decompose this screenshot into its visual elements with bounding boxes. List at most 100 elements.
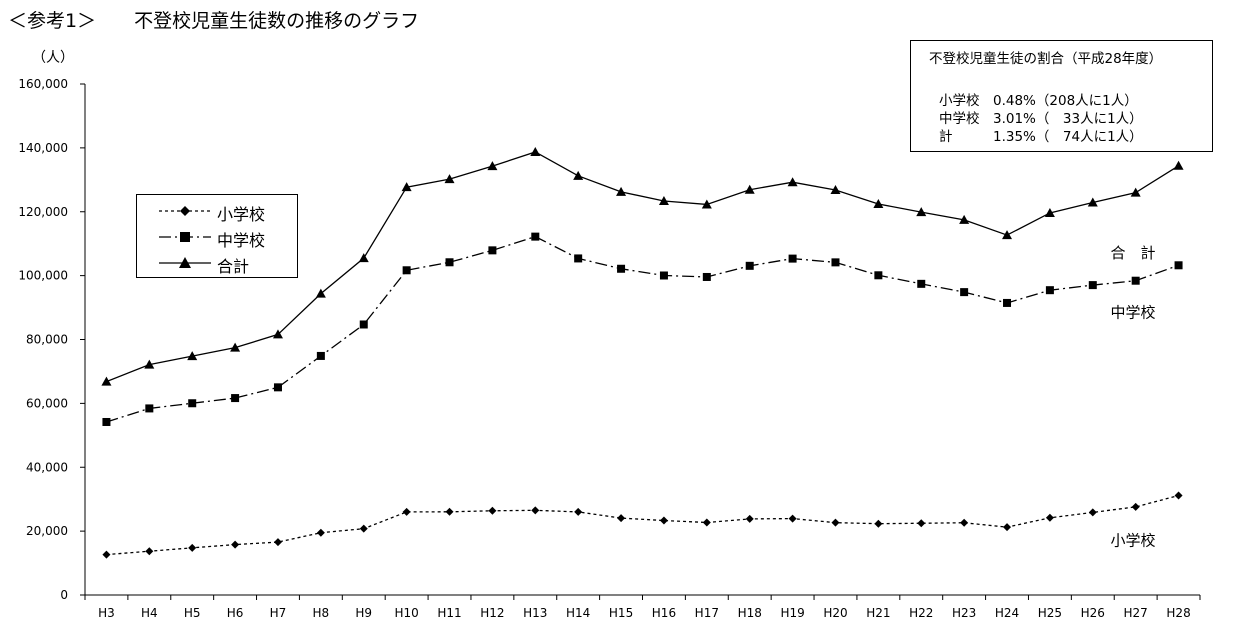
x-tick-label: H16: [652, 606, 676, 620]
data-point: [1045, 513, 1054, 522]
data-point: [874, 271, 883, 280]
x-tick-label: H11: [437, 606, 461, 620]
data-point: [488, 246, 497, 255]
data-point: [1003, 298, 1012, 307]
info-row-junior-high: 中学校 3.01%（ 33人に1人）: [939, 111, 1143, 127]
series-lines: [101, 146, 1184, 559]
x-tick-label: H22: [909, 606, 933, 620]
data-point: [960, 288, 969, 297]
data-point: [402, 266, 411, 275]
x-tick-label: H20: [823, 606, 847, 620]
tick-labels: 0 20,000 40,000 60,000 80,000 100,000 120,000 1…: [18, 77, 1190, 620]
data-point: [1131, 502, 1140, 511]
data-point: [102, 417, 111, 426]
x-tick-label: H14: [566, 606, 590, 620]
data-point: [531, 232, 540, 241]
data-point: [145, 547, 154, 556]
legend-swatch-elementary: [159, 206, 211, 216]
data-point: [917, 519, 926, 528]
series-1: [102, 232, 1183, 426]
data-point: [745, 261, 754, 270]
y-tick-label: 20,000: [26, 524, 68, 538]
y-tick-label: 140,000: [18, 141, 68, 155]
data-point: [917, 279, 926, 288]
x-tick-label: H9: [355, 606, 372, 620]
x-tick-label: H19: [780, 606, 804, 620]
x-tick-label: H24: [995, 606, 1019, 620]
data-point: [1002, 230, 1013, 240]
data-point: [1088, 281, 1097, 290]
data-point: [530, 146, 541, 156]
y-axis-unit-label: （人）: [32, 50, 74, 66]
x-tick-label: H8: [313, 606, 330, 620]
y-tick-label: 40,000: [26, 460, 68, 474]
data-point: [617, 514, 626, 523]
data-point: [487, 161, 498, 171]
series-line: [106, 494, 1179, 556]
series-line: [106, 151, 1179, 383]
y-tick-label: 160,000: [18, 77, 68, 91]
data-point: [230, 342, 241, 352]
data-point: [144, 359, 155, 369]
series-line: [106, 235, 1179, 423]
x-tick-label: H13: [523, 606, 547, 620]
data-point: [788, 514, 797, 523]
data-point: [444, 174, 455, 184]
chart-legend: 小学校 中学校 合計: [136, 194, 298, 278]
data-point: [1131, 276, 1140, 285]
data-point: [488, 506, 497, 515]
data-point: [359, 524, 368, 533]
info-box-title: 不登校児童生徒の割合（平成28年度）: [929, 51, 1163, 67]
info-row-total: 計 1.35%（ 74人に1人）: [939, 129, 1143, 145]
legend-label-elementary: 小学校: [217, 205, 266, 224]
x-tick-label: H18: [738, 606, 762, 620]
data-point: [188, 399, 197, 408]
data-point: [401, 182, 412, 192]
data-point: [1130, 187, 1141, 197]
data-point: [617, 264, 626, 273]
data-point: [616, 186, 627, 196]
x-tick-label: H6: [227, 606, 244, 620]
data-point: [231, 540, 240, 549]
y-tick-label: 100,000: [18, 269, 68, 283]
series-end-label: 合 計: [1110, 244, 1155, 262]
legend-label-junior-high: 中学校: [217, 231, 266, 250]
data-point: [959, 214, 970, 224]
data-point: [874, 519, 883, 528]
data-point: [658, 196, 669, 206]
data-point: [573, 170, 584, 180]
data-point: [659, 516, 668, 525]
data-point: [445, 507, 454, 516]
x-tick-label: H10: [394, 606, 418, 620]
data-point: [574, 507, 583, 516]
y-tick-label: 120,000: [18, 205, 68, 219]
data-point: [659, 271, 668, 280]
data-point: [402, 507, 411, 516]
data-point: [1003, 523, 1012, 532]
data-point: [916, 207, 927, 217]
x-tick-label: H26: [1081, 606, 1105, 620]
info-row-elementary: 小学校 0.48%（208人に1人）: [939, 93, 1138, 109]
x-tick-label: H28: [1166, 606, 1190, 620]
data-point: [1174, 261, 1183, 270]
data-point: [273, 383, 282, 392]
data-point: [1087, 197, 1098, 207]
x-tick-label: H3: [98, 606, 115, 620]
series-end-label: 小学校: [1110, 532, 1155, 550]
series-end-label: 中学校: [1110, 303, 1155, 321]
x-tick-label: H25: [1038, 606, 1062, 620]
x-tick-label: H27: [1124, 606, 1148, 620]
x-tick-label: H7: [270, 606, 287, 620]
data-point: [1174, 491, 1183, 500]
data-point: [788, 254, 797, 263]
x-tick-label: H5: [184, 606, 201, 620]
data-point: [358, 253, 369, 263]
data-point: [531, 506, 540, 515]
data-point: [101, 376, 112, 386]
y-tick-label: 0: [60, 588, 68, 602]
y-tick-label: 60,000: [26, 396, 68, 410]
data-point: [272, 329, 283, 339]
y-tick-label: 80,000: [26, 333, 68, 347]
